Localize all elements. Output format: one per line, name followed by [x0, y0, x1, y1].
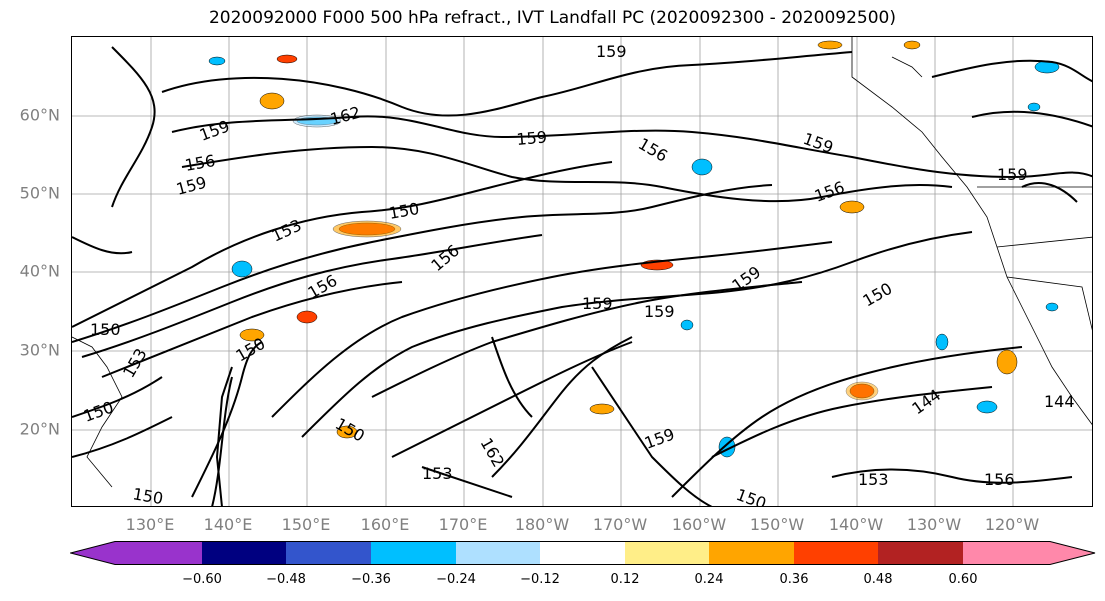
- colorbar-segment: [963, 541, 1050, 565]
- colorbar-extend-high: [1050, 541, 1095, 565]
- lon-label-160e: 160°E: [360, 515, 410, 534]
- lat-label-60n: 60°N: [19, 105, 60, 125]
- colorbar-segment: [371, 541, 456, 565]
- map-panel: 159 162 159 156 159 150 153 159 156 159 …: [71, 36, 1093, 507]
- contour-label: 156: [427, 241, 463, 275]
- colorbar-tick: 0.24: [694, 572, 724, 587]
- contour-label-group: 159 162 159 156 159 150 153 159 156 159 …: [81, 42, 1075, 507]
- colorbar-segment: [794, 541, 878, 565]
- contour-label: 156: [984, 470, 1015, 489]
- colorbar-tick: −0.60: [182, 572, 222, 587]
- colorbar-segment: [709, 541, 794, 565]
- contour-label: 153: [269, 215, 305, 245]
- contour-label: 159: [801, 129, 836, 157]
- lon-label-150w: 150°W: [749, 515, 805, 534]
- contour-label: 159: [642, 424, 677, 452]
- contour-label: 150: [81, 397, 116, 425]
- lat-label-20n: 20°N: [19, 419, 60, 439]
- colorbar-segment: [286, 541, 371, 565]
- colorbar-segment: [202, 541, 286, 565]
- lon-label-140w: 140°W: [828, 515, 884, 534]
- colorbar-tick: 0.48: [863, 572, 893, 587]
- contour-label: 156: [635, 134, 671, 166]
- colorbar-tick: −0.12: [520, 572, 560, 587]
- colorbar-tick: −0.24: [436, 572, 476, 587]
- colorbar-tick: 0.60: [948, 572, 978, 587]
- colorbar-segment: [878, 541, 963, 565]
- colorbar-tick: 0.12: [610, 572, 640, 587]
- lon-label-160w: 160°W: [671, 515, 727, 534]
- contour-label: 159: [596, 42, 627, 61]
- contour-label: 159: [516, 127, 548, 149]
- colorbar-tick: −0.48: [266, 572, 306, 587]
- contour-label: 159: [997, 165, 1028, 184]
- colorbar: [70, 541, 1096, 565]
- colorbar-segment: [540, 541, 625, 565]
- contour-label: 150: [233, 334, 269, 366]
- lat-label-30n: 30°N: [19, 340, 60, 360]
- colorbar-extend-low: [70, 541, 115, 565]
- lat-label-40n: 40°N: [19, 261, 60, 281]
- contour-label: 150: [131, 484, 164, 507]
- contour-label: 153: [422, 464, 453, 483]
- contour-label: 150: [860, 279, 896, 311]
- lon-label-180w: 180°W: [514, 515, 570, 534]
- contour-label: 159: [174, 173, 208, 199]
- colorbar-tick: 0.36: [779, 572, 809, 587]
- contour-label: 150: [734, 485, 769, 507]
- colorbar-segment: [456, 541, 540, 565]
- contour-label: 144: [1044, 392, 1075, 411]
- contour-label: 150: [332, 414, 368, 446]
- contour-label: 159: [582, 294, 613, 313]
- contour-label: 153: [119, 345, 151, 381]
- contour-label: 156: [812, 177, 847, 205]
- lon-label-130w: 130°W: [906, 515, 962, 534]
- contour-label: 153: [858, 470, 889, 489]
- contour-label: 150: [90, 320, 121, 339]
- coastlines: [72, 37, 1092, 488]
- contour-label: 150: [387, 199, 420, 223]
- contour-label: 156: [183, 151, 216, 175]
- lon-label-150e: 150°E: [281, 515, 331, 534]
- contour-label: 159: [197, 116, 232, 144]
- map-canvas: 159 162 159 156 159 150 153 159 156 159 …: [72, 37, 1092, 507]
- colorbar-segment: [115, 541, 202, 565]
- contour-label: 159: [644, 302, 675, 321]
- colorbar-segment: [625, 541, 709, 565]
- lon-label-170w: 170°W: [592, 515, 648, 534]
- contour-label: 162: [328, 103, 362, 129]
- contour-lines: [72, 46, 1092, 506]
- contour-label: 144: [908, 385, 944, 418]
- anomaly-patches: [208, 40, 1060, 458]
- lon-label-140e: 140°E: [203, 515, 253, 534]
- colorbar-tick: −0.36: [351, 572, 391, 587]
- lon-label-120w: 120°W: [984, 515, 1040, 534]
- lat-label-50n: 50°N: [19, 183, 60, 203]
- lon-label-170e: 170°E: [438, 515, 488, 534]
- lon-label-130e: 130°E: [125, 515, 175, 534]
- map-title: 2020092000 F000 500 hPa refract., IVT La…: [208, 8, 896, 28]
